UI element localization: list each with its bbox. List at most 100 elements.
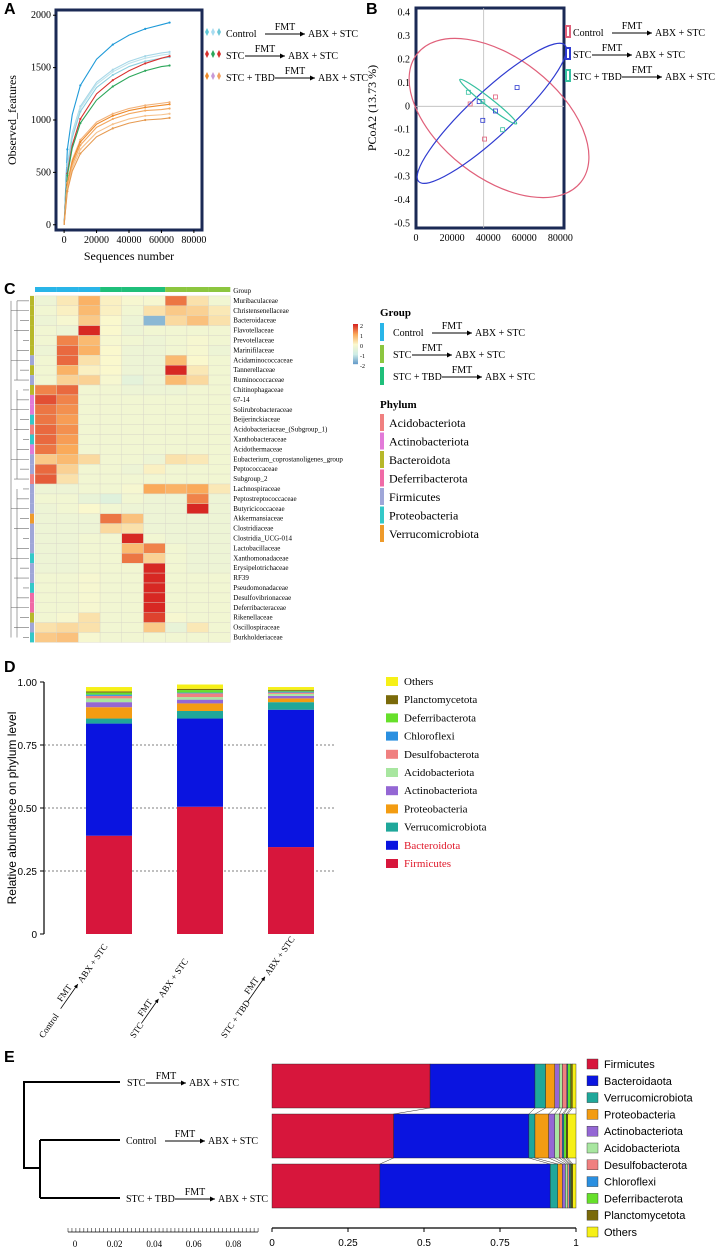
y-tick-label: 1.00 xyxy=(18,678,38,689)
heatmap-cell xyxy=(56,374,79,386)
heatmap-cell xyxy=(208,612,231,623)
horizontal-bar-segment xyxy=(271,1113,394,1159)
panel-a-rarefaction-chart: 0 20000 40000 60000 80000 0 500 1000 1500 2000 Seq… xyxy=(5,8,368,263)
heatmap-cell xyxy=(99,503,122,514)
horizontal-bar-segment xyxy=(563,1113,567,1159)
y-tick-label: -0.1 xyxy=(394,125,410,136)
horizontal-bar-segment xyxy=(557,1163,563,1209)
panel-e-clustered-bar-chart: 0 0.25 0.5 0.75 1 STC FMT ABX + STC Control FMT AB… xyxy=(23,1058,694,1249)
heatmap-cell xyxy=(208,553,231,564)
heatmap-cell xyxy=(164,394,188,405)
heatmap-cell xyxy=(56,414,79,425)
horizontal-bar-segment xyxy=(393,1113,530,1159)
category-target: ABX + STC xyxy=(156,957,190,1000)
heatmap-cell xyxy=(56,523,79,534)
arrow-head xyxy=(467,330,472,336)
heatmap-cell xyxy=(99,355,122,366)
arrow-label-1: FMT xyxy=(255,44,276,55)
heatmap-cell xyxy=(78,622,101,633)
heatmap-cell xyxy=(78,464,101,475)
connector-line xyxy=(562,1107,568,1115)
group-name-2: STC + TBD xyxy=(126,1194,175,1205)
stacked-bar-segment xyxy=(86,692,132,695)
arrow-label: FMT xyxy=(242,975,261,996)
heatmap-cell xyxy=(164,563,188,574)
heatmap-cell xyxy=(78,553,101,564)
color-scale-step xyxy=(353,345,358,347)
stacked-bar-segment xyxy=(268,692,314,694)
heatmap-cell xyxy=(78,305,101,316)
color-scale-step xyxy=(353,348,358,350)
heatmap-cell xyxy=(208,523,231,534)
x-tick-label: 1 xyxy=(573,1238,579,1249)
data-point xyxy=(144,60,147,63)
heatmap-cell xyxy=(34,592,57,604)
group-target-2: ABX + STC xyxy=(318,73,368,84)
heatmap-cell xyxy=(78,533,101,544)
heatmap-cell xyxy=(99,622,122,633)
heatmap-cell xyxy=(186,553,209,564)
arrow-head xyxy=(210,1196,215,1202)
phylum-annotation-cell xyxy=(30,583,34,593)
heatmap-row-label: Clostridiaceae xyxy=(233,525,273,533)
heatmap-cell xyxy=(56,543,79,554)
heatmap-row-label: Marinifilaceae xyxy=(233,346,274,354)
heatmap-cell xyxy=(99,563,122,574)
heatmap-cell xyxy=(78,473,101,485)
legend-swatch xyxy=(386,786,398,796)
stacked-bar-segment xyxy=(86,702,132,708)
heatmap-cell xyxy=(56,404,79,415)
horizontal-bar-segment xyxy=(567,1163,570,1209)
heatmap-cell xyxy=(34,533,57,544)
heatmap-cell xyxy=(164,295,188,306)
y-axis-label: Observed_features xyxy=(5,75,19,165)
data-point xyxy=(144,27,147,30)
heatmap-cell xyxy=(99,513,122,524)
heatmap-cell xyxy=(99,493,122,504)
connector-line xyxy=(567,1107,573,1115)
heatmap-cell xyxy=(143,612,166,623)
heatmap-cell xyxy=(34,563,57,574)
cluster-dendrogram xyxy=(23,1081,120,1199)
heatmap-cell xyxy=(143,325,166,336)
y-tick-label: 0.25 xyxy=(18,867,38,878)
color-scale-step xyxy=(353,360,358,362)
heatmap-cell xyxy=(186,503,209,514)
heatmap-cell xyxy=(121,424,144,435)
heatmap-cell xyxy=(34,612,57,623)
y-tick-label: 0.50 xyxy=(18,804,38,815)
stacked-bar-segment xyxy=(268,695,314,699)
panel-label-d: D xyxy=(4,659,16,676)
connector-line xyxy=(548,1107,555,1115)
heatmap-cell xyxy=(99,543,122,554)
heatmap-cell xyxy=(34,513,57,524)
heatmap-cell xyxy=(78,414,101,425)
legend-label: Deferribacterota xyxy=(404,712,476,724)
heatmap-row-label: Oscillospiraceae xyxy=(233,624,279,632)
phylum-legend-label: Proteobacteria xyxy=(389,509,459,523)
heatmap-cell xyxy=(143,424,166,435)
phylum-legend-swatch xyxy=(380,451,384,468)
heatmap-cell xyxy=(121,454,144,465)
legend-label: Actinobacteriota xyxy=(404,785,477,797)
connector-line xyxy=(554,1157,566,1165)
heatmap-row-label: Pseudomonadaceae xyxy=(233,584,288,592)
rarefaction-line-9 xyxy=(63,113,170,225)
connector-line xyxy=(528,1107,536,1115)
legend-label: Desulfobacterota xyxy=(604,1160,688,1172)
data-point xyxy=(168,54,171,58)
heatmap-cell xyxy=(121,543,144,554)
x-tick-label: 20000 xyxy=(84,235,109,246)
color-scale-step xyxy=(353,344,358,346)
phylum-legend-label: Actinobacteriota xyxy=(389,435,470,449)
panel-label-b: B xyxy=(366,1,378,18)
horizontal-bar-segment xyxy=(562,1063,568,1109)
heatmap-cell xyxy=(78,602,101,613)
horizontal-bar-segment xyxy=(572,1063,577,1109)
horizontal-bar-segment xyxy=(429,1063,536,1109)
heatmap-cell xyxy=(186,374,209,386)
legend-label: Actinobacteriota xyxy=(604,1126,684,1138)
heatmap-cell xyxy=(143,464,166,475)
heatmap-cell xyxy=(143,355,166,366)
heatmap-cell xyxy=(34,632,57,643)
